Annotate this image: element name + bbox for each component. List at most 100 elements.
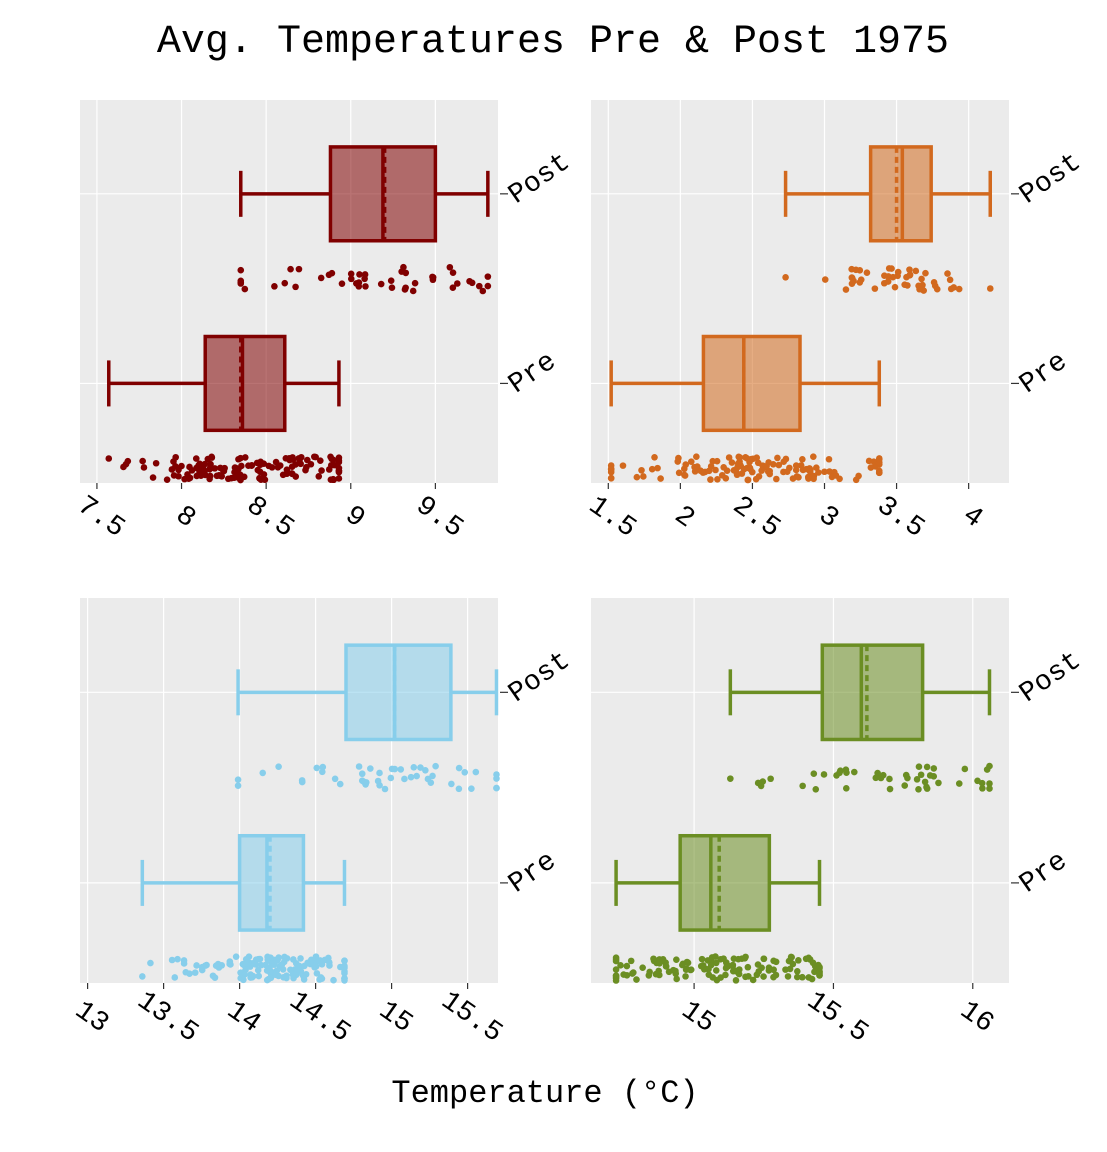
data-point xyxy=(784,973,792,980)
data-point xyxy=(728,459,736,466)
x-tick-label: 8.5 xyxy=(240,491,299,545)
data-point xyxy=(812,785,820,793)
data-point xyxy=(449,269,457,276)
data-point xyxy=(175,466,182,474)
data-point xyxy=(843,769,850,776)
data-point xyxy=(886,775,893,783)
data-point xyxy=(192,455,200,462)
data-point xyxy=(413,772,420,780)
data-point xyxy=(207,460,214,468)
data-point xyxy=(633,473,641,481)
data-point xyxy=(810,475,817,483)
data-point xyxy=(773,475,780,483)
data-point xyxy=(206,475,213,483)
data-point xyxy=(770,973,777,981)
data-point xyxy=(409,287,417,295)
data-point xyxy=(730,955,738,962)
data-point xyxy=(391,765,399,773)
data-point xyxy=(329,475,337,483)
data-point xyxy=(673,975,680,983)
data-point xyxy=(232,953,240,961)
data-point xyxy=(254,966,262,974)
x-tick-label: 13.5 xyxy=(131,986,204,1050)
data-point xyxy=(639,964,646,971)
data-point xyxy=(256,461,264,469)
data-point xyxy=(257,476,265,483)
data-point xyxy=(226,960,233,968)
data-point xyxy=(674,458,682,465)
x-axis-label: Temperature (°C) xyxy=(391,1075,698,1112)
data-point xyxy=(698,955,706,963)
data-point xyxy=(448,780,455,788)
data-point xyxy=(646,968,653,976)
data-point xyxy=(713,457,721,465)
plot-background xyxy=(591,598,1009,983)
data-point xyxy=(607,475,615,482)
box-pre: Pre xyxy=(105,334,562,484)
data-point xyxy=(257,961,265,969)
data-point xyxy=(317,457,324,464)
box-iqr xyxy=(701,334,802,433)
data-point xyxy=(795,474,802,481)
data-point xyxy=(782,274,789,281)
data-point xyxy=(923,763,931,771)
y-tick-label: Post xyxy=(1014,147,1087,211)
data-point xyxy=(304,959,311,967)
data-point xyxy=(180,957,188,964)
data-point xyxy=(986,785,993,792)
data-point xyxy=(266,964,273,971)
data-point xyxy=(793,973,801,981)
y-tick-label: Post xyxy=(1014,646,1087,710)
data-point xyxy=(295,455,302,462)
data-point xyxy=(640,473,647,480)
data-point xyxy=(328,269,336,277)
data-point xyxy=(816,968,823,976)
data-point xyxy=(720,463,727,471)
data-point xyxy=(809,959,817,967)
x-tick-label: 14.5 xyxy=(283,986,356,1050)
data-point xyxy=(235,474,242,481)
data-point xyxy=(836,769,843,777)
data-point xyxy=(417,764,424,771)
x-tick-label: 2 xyxy=(668,500,700,535)
data-point xyxy=(617,962,624,969)
data-point xyxy=(651,453,658,461)
data-point xyxy=(712,466,719,474)
panel-2: Post Pre 1.5 2 2.5 3 3.5 4 xyxy=(582,100,1087,545)
data-point xyxy=(147,959,154,967)
data-point xyxy=(774,454,781,462)
data-point xyxy=(377,280,385,288)
box-iqr xyxy=(203,334,287,433)
data-point xyxy=(275,763,282,770)
data-point xyxy=(734,463,741,471)
data-point xyxy=(797,462,805,469)
data-point xyxy=(493,775,500,782)
data-point xyxy=(402,269,410,277)
data-point xyxy=(712,967,720,974)
data-point xyxy=(979,785,986,792)
data-point xyxy=(188,467,196,474)
data-point xyxy=(792,466,800,474)
data-point xyxy=(455,785,463,793)
data-point xyxy=(820,771,828,778)
y-tick-label: Post xyxy=(503,147,576,211)
data-point xyxy=(455,764,463,772)
data-point xyxy=(248,461,256,469)
data-point xyxy=(704,957,712,964)
data-point xyxy=(894,268,902,276)
data-point xyxy=(697,962,705,970)
data-point xyxy=(630,969,637,976)
data-point xyxy=(926,772,934,779)
data-point xyxy=(760,955,768,963)
data-point xyxy=(612,977,620,984)
data-point xyxy=(712,959,720,967)
data-point xyxy=(619,462,627,469)
data-point xyxy=(429,276,437,284)
box-post: Post xyxy=(237,145,576,295)
data-point xyxy=(298,777,306,784)
data-point xyxy=(387,277,395,285)
data-point xyxy=(805,954,812,962)
data-point xyxy=(387,774,395,782)
data-point xyxy=(789,475,797,482)
data-point xyxy=(915,786,922,793)
